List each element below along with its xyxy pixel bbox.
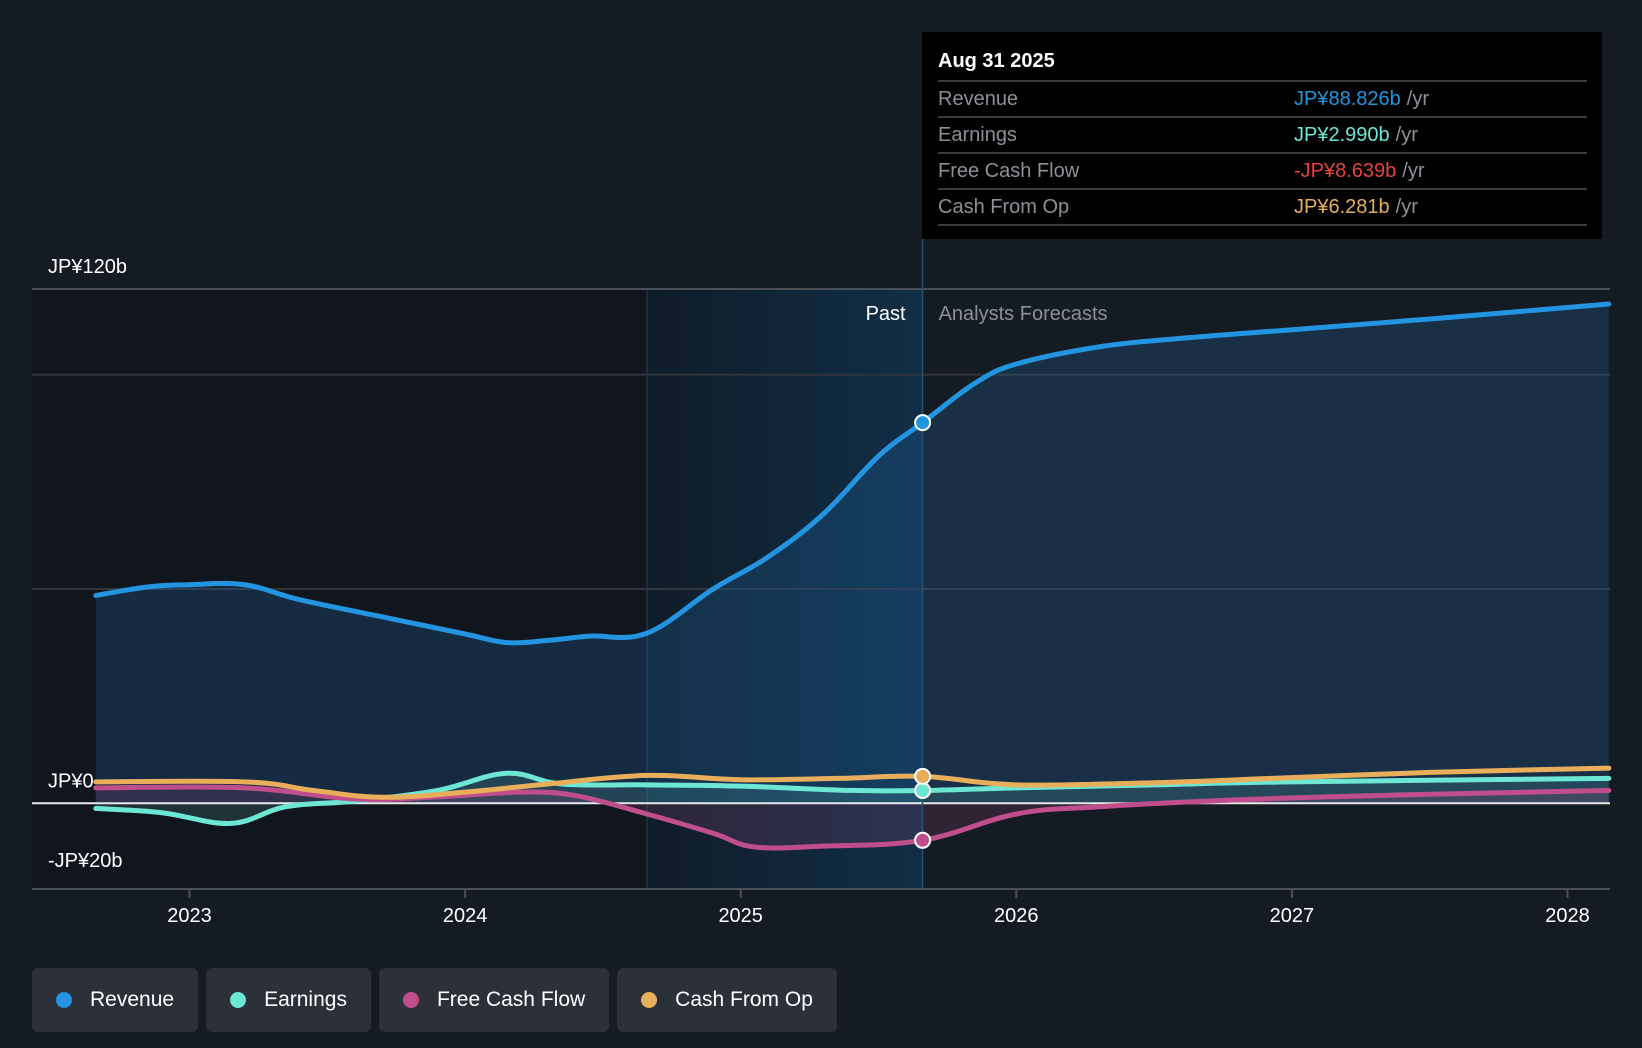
tooltip-label: Earnings (938, 124, 1017, 146)
region-label-forecast: Analysts Forecasts (939, 303, 1108, 325)
x-tick-label: 2026 (994, 905, 1039, 927)
series-fill-revenue (95, 304, 1609, 804)
x-tick-label: 2027 (1270, 905, 1315, 927)
tooltip-unit: /yr (1395, 124, 1418, 146)
legend-item-revenue[interactable]: Revenue (32, 968, 199, 1032)
marker-earnings (914, 781, 932, 799)
y-tick-label: JP¥120b (48, 256, 127, 278)
legend-item-cash-from-op[interactable]: Cash From Op (617, 968, 837, 1032)
region-label-past: Past (866, 303, 906, 325)
legend-dot-icon (230, 992, 247, 1008)
tooltip-date: Aug 31 2025 (938, 46, 1587, 82)
legend-dot-icon (56, 992, 72, 1008)
legend-label: Earnings (264, 988, 347, 1011)
tooltip-label: Revenue (938, 88, 1019, 110)
legend-label: Cash From Op (675, 988, 813, 1011)
y-axis-labels: JP¥120b JP¥0 -JP¥20b (48, 256, 127, 872)
tooltip-value: -JP¥8.639b (1294, 160, 1397, 182)
series-line-cash-from-op (93, 765, 1612, 800)
series-lines (93, 301, 1612, 851)
series-line-revenue (93, 301, 1612, 646)
tooltip-value: JP¥2.990b (1294, 124, 1390, 146)
tooltip-label: Free Cash Flow (938, 160, 1080, 182)
legend-item-earnings[interactable]: Earnings (206, 968, 371, 1032)
series-fill-earnings (95, 773, 1609, 824)
legend: Revenue Earnings Free Cash Flow Cash Fro… (32, 968, 837, 1032)
marker-cash-from-op (914, 767, 932, 785)
x-tick-label: 2025 (718, 905, 763, 927)
legend-dot-icon (402, 992, 419, 1008)
marker-free-cash-flow (914, 831, 932, 849)
y-tick-label: -JP¥20b (48, 850, 123, 872)
tooltip-row-earnings: Earnings JP¥2.990b /yr (938, 118, 1587, 154)
x-tick-label: 2024 (443, 905, 488, 927)
x-tick-label: 2023 (167, 905, 212, 927)
legend-dot-icon (641, 992, 658, 1008)
x-axis-ticks: 2023 2024 2025 2026 2027 2028 (167, 889, 1590, 927)
tooltip-row-free-cash-flow: Free Cash Flow -JP¥8.639b /yr (938, 154, 1587, 190)
tooltip-row-revenue: Revenue JP¥88.826b /yr (938, 82, 1587, 118)
gridlines (32, 288, 1610, 889)
tooltip-unit: /yr (1406, 88, 1429, 110)
legend-item-free-cash-flow[interactable]: Free Cash Flow (378, 968, 610, 1032)
tooltip-row-cash-from-op: Cash From Op JP¥6.281b /yr (938, 190, 1587, 226)
marker-revenue (914, 414, 932, 432)
tooltip-value: JP¥88.826b (1294, 88, 1401, 110)
tooltip-label: Cash From Op (938, 196, 1070, 218)
tooltip-unit: /yr (1402, 160, 1425, 182)
tooltip-value: JP¥6.281b (1294, 196, 1390, 218)
legend-label: Revenue (90, 988, 175, 1011)
y-tick-label: JP¥0 (48, 770, 94, 792)
tooltip-unit: /yr (1395, 196, 1418, 218)
hover-markers (914, 414, 932, 849)
legend-label: Free Cash Flow (436, 988, 586, 1011)
x-tick-label: 2028 (1545, 905, 1590, 927)
tooltip: Aug 31 2025 Revenue JP¥88.826b /yr Earni… (922, 32, 1602, 239)
